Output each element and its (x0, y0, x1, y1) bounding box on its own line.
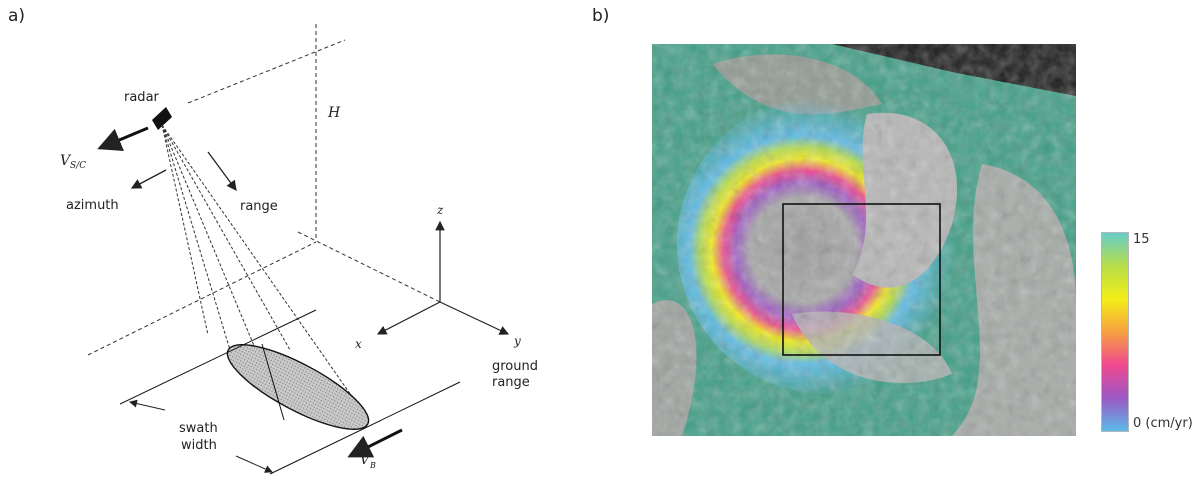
colorbar-max-label: 15 (1133, 232, 1150, 247)
insar-subsidence-map (652, 44, 1076, 436)
platform-plane-line (187, 39, 346, 104)
range-arrow (207, 151, 237, 192)
swath-center-line (261, 343, 285, 421)
vb-label: V (360, 453, 371, 468)
swath-width-arrow-left (129, 399, 166, 411)
swath-footprint (226, 344, 370, 430)
axis-x-label: x (355, 337, 362, 351)
ground-plane-front (87, 241, 317, 356)
range-label: range (240, 199, 278, 214)
study-area-box (782, 203, 941, 356)
sar-geometry-diagram: radar V S/C azimuth range H z x y ground… (60, 24, 538, 475)
axis-z-label: z (436, 203, 444, 217)
axis-y-line (439, 301, 510, 335)
panel-label-b: b) (592, 6, 610, 26)
insar-image (652, 44, 1076, 436)
ground-range-label-1: ground (492, 359, 538, 374)
panel-label-a: a) (8, 6, 26, 26)
axis-x-line (376, 301, 441, 335)
velocity-b-arrow (347, 428, 403, 458)
colorbar-min-label: 0 (cm/yr) (1133, 416, 1193, 431)
ground-range-label-2: range (492, 375, 530, 390)
radar-label: radar (124, 90, 160, 105)
radar-antenna (152, 107, 172, 130)
vsc-label: V (60, 153, 72, 169)
radar-beam (161, 124, 361, 409)
ground-plane-back (297, 231, 441, 303)
swath-label-1: swath (179, 421, 218, 436)
colorbar (1101, 232, 1129, 432)
azimuth-label: azimuth (66, 198, 119, 213)
swath-width-arrow-right (235, 455, 273, 473)
swath-label-2: width (181, 438, 217, 453)
height-label: H (327, 105, 341, 121)
vb-subscript: B (369, 461, 376, 470)
azimuth-arrow (130, 169, 167, 189)
axis-y-label: y (513, 334, 521, 348)
swath-edge-far (269, 381, 461, 475)
velocity-sc-arrow (97, 126, 149, 151)
vsc-subscript: S/C (70, 161, 86, 171)
swath-edge-near (119, 309, 317, 405)
